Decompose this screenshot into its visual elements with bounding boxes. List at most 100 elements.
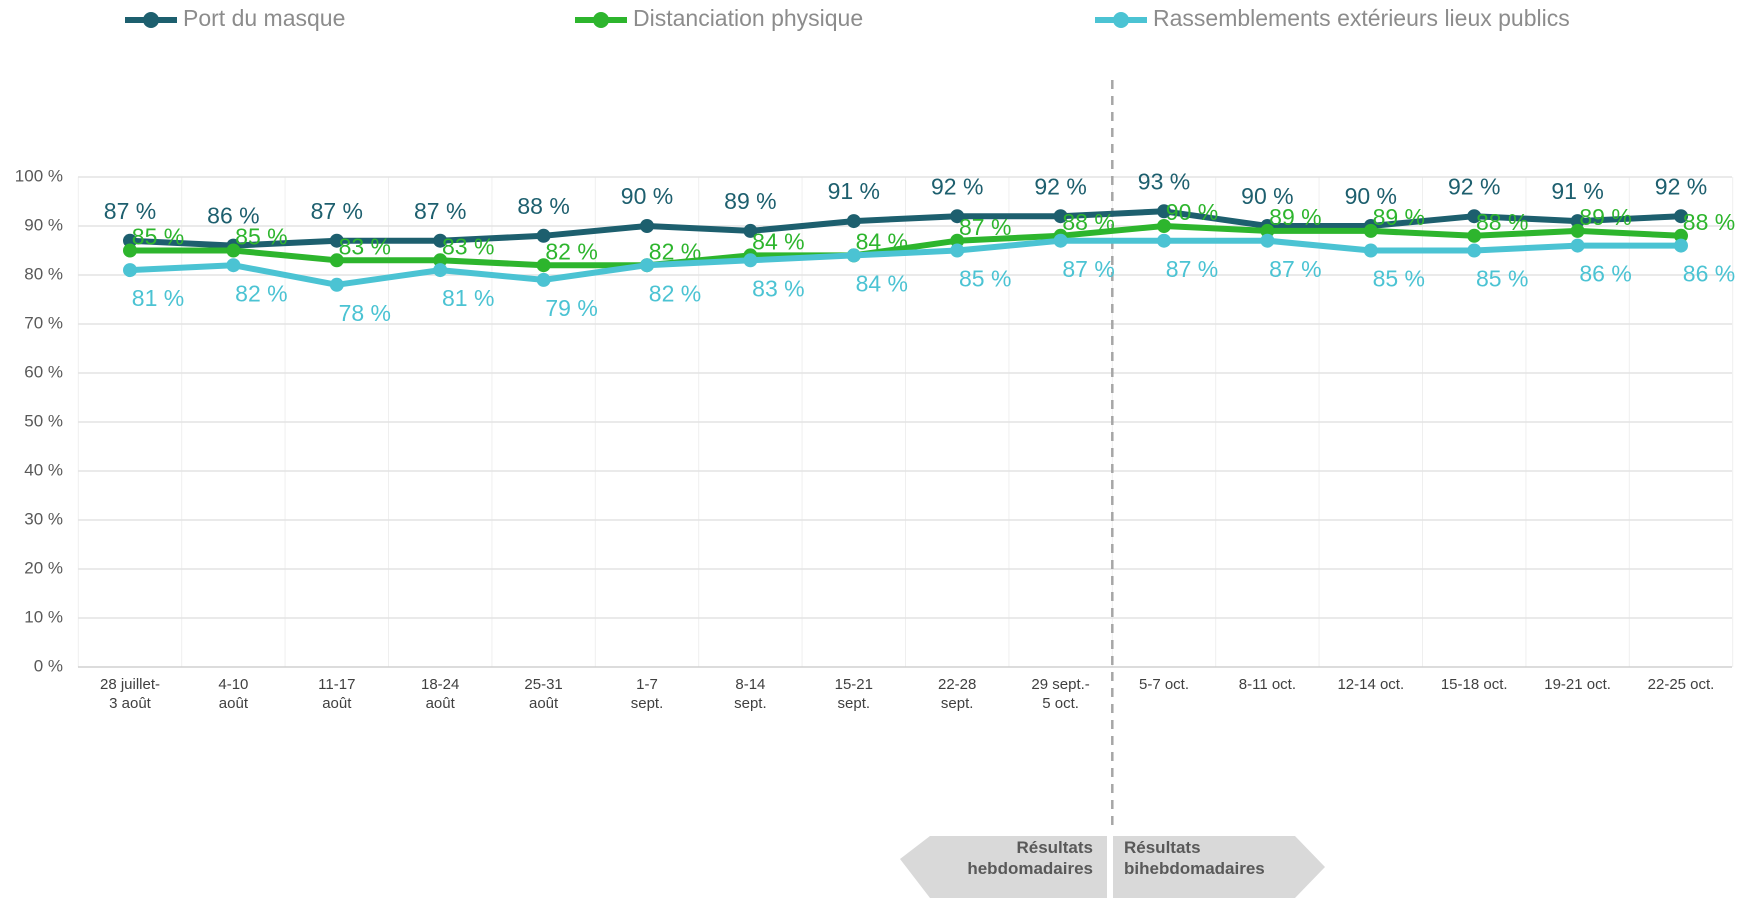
- data-label: 92 %: [931, 173, 983, 199]
- point: [329, 277, 344, 292]
- legend-label: Distanciation physique: [633, 5, 863, 31]
- x-tick-label: 22-25 oct.: [1648, 676, 1715, 693]
- data-label: 82 %: [649, 280, 701, 306]
- data-label: 86 %: [207, 203, 259, 229]
- data-label: 90 %: [1166, 199, 1218, 225]
- data-label: 84 %: [856, 270, 908, 296]
- x-tick-label: 5-7 oct.: [1139, 676, 1189, 693]
- y-tick-label: 0 %: [34, 656, 63, 675]
- data-label: 82 %: [545, 238, 597, 264]
- legend-marker: [1113, 12, 1129, 28]
- arrow-left: [900, 836, 1107, 898]
- data-label: 90 %: [621, 183, 673, 209]
- point: [1157, 204, 1171, 219]
- arrow-right: [1113, 836, 1325, 898]
- data-label: 81 %: [132, 285, 184, 311]
- data-label: 87 %: [1269, 256, 1321, 282]
- data-label: 88 %: [1683, 209, 1735, 235]
- data-label: 85 %: [235, 224, 287, 250]
- point: [846, 214, 861, 229]
- data-label: 89 %: [1269, 204, 1321, 230]
- data-label: 82 %: [649, 238, 701, 264]
- point: [1363, 223, 1378, 238]
- point: [950, 243, 965, 258]
- x-tick-label: 1-7 sept.: [631, 676, 664, 712]
- point: [1053, 233, 1068, 248]
- point: [1467, 228, 1482, 243]
- data-label: 83 %: [339, 233, 391, 259]
- y-tick-label: 10 %: [24, 607, 63, 626]
- y-tick-label: 90 %: [24, 215, 63, 234]
- x-tick-label: 8-14 sept.: [734, 676, 767, 712]
- point: [1157, 219, 1171, 233]
- point: [433, 263, 448, 278]
- data-label: 87 %: [1166, 256, 1218, 282]
- point: [1260, 233, 1275, 248]
- point: [536, 272, 551, 287]
- legend-marker: [593, 12, 609, 28]
- point: [950, 209, 965, 224]
- point: [123, 233, 137, 248]
- data-label: 88 %: [517, 193, 569, 219]
- data-label: 84 %: [752, 228, 804, 254]
- data-label: 89 %: [724, 188, 776, 214]
- y-tick-label: 60 %: [24, 362, 63, 381]
- y-tick-label: 40 %: [24, 460, 63, 479]
- data-label: 87 %: [1062, 256, 1114, 282]
- data-label: 93 %: [1138, 168, 1190, 194]
- point: [640, 219, 654, 233]
- data-label: 90 %: [1241, 183, 1293, 209]
- point: [1363, 243, 1378, 258]
- point: [1570, 238, 1585, 253]
- point: [1674, 209, 1688, 224]
- x-tick-label: 11-17 août: [318, 676, 355, 712]
- data-label: 79 %: [545, 295, 597, 321]
- data-label: 81 %: [442, 285, 494, 311]
- data-label: 82 %: [235, 280, 287, 306]
- data-label: 87 %: [311, 198, 363, 224]
- point: [433, 233, 448, 248]
- point: [1570, 223, 1585, 238]
- x-tick-label: 19-21 oct.: [1544, 676, 1611, 693]
- point: [536, 258, 551, 273]
- x-tick-label: 4-10 août: [218, 676, 248, 712]
- point: [846, 248, 861, 263]
- data-label: 92 %: [1448, 173, 1500, 199]
- data-label: 88 %: [1476, 209, 1528, 235]
- x-tick-label: 25-31 août: [524, 676, 562, 712]
- point: [1053, 209, 1068, 224]
- legend-marker: [143, 12, 159, 28]
- data-label: 85 %: [132, 224, 184, 250]
- point: [123, 243, 137, 258]
- data-label: 88 %: [1062, 209, 1114, 235]
- point: [640, 258, 654, 273]
- data-label: 84 %: [856, 228, 908, 254]
- point: [1674, 238, 1688, 253]
- data-label: 78 %: [339, 300, 391, 326]
- data-label: 86 %: [1683, 261, 1735, 287]
- data-label: 89 %: [1373, 204, 1425, 230]
- x-tick-label: 22-28 sept.: [938, 676, 976, 712]
- annotation: Résultats bihebdomadaires: [1124, 838, 1265, 878]
- point: [1260, 223, 1275, 238]
- data-label: 86 %: [1579, 261, 1631, 287]
- data-label: 85 %: [959, 266, 1011, 292]
- x-tick-label: 12-14 oct.: [1337, 676, 1404, 693]
- point: [329, 233, 344, 248]
- point: [1467, 209, 1482, 224]
- data-label: 92 %: [1655, 173, 1707, 199]
- x-tick-label: 18-24 août: [421, 676, 459, 712]
- data-label: 83 %: [442, 233, 494, 259]
- y-tick-label: 30 %: [24, 509, 63, 528]
- series-line: [130, 223, 1682, 269]
- point: [226, 258, 241, 273]
- point: [536, 228, 551, 243]
- data-label: 92 %: [1034, 173, 1086, 199]
- point: [433, 253, 448, 268]
- x-tick-label: 28 juillet-3 août: [100, 676, 160, 712]
- x-tick-label: 15-18 oct.: [1441, 676, 1508, 693]
- data-label: 90 %: [1345, 183, 1397, 209]
- point: [1674, 228, 1688, 243]
- x-tick-label: 15-21 sept.: [835, 676, 873, 712]
